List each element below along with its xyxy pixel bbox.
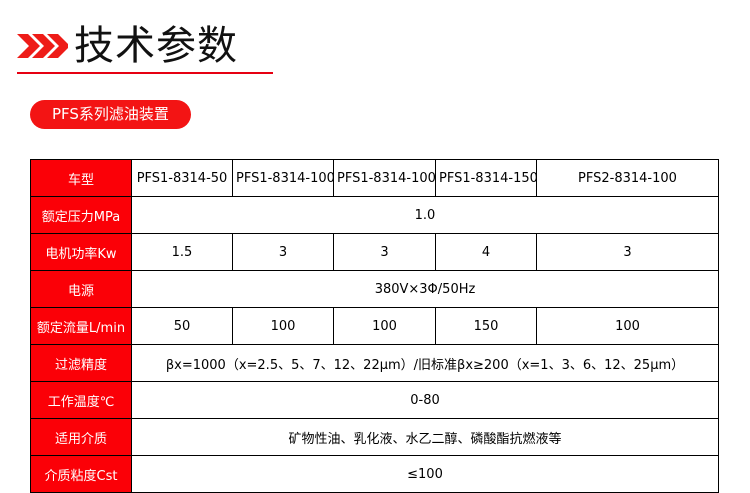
row-label-power-supply: 电源 [30,270,132,308]
cell-motor-power-5: 3 [536,233,719,271]
table-row: 额定流量L/min 50 100 100 150 100 [30,307,719,345]
cell-power-supply: 380V×3Φ/50Hz [131,270,719,308]
row-label-rated-pressure: 额定压力MPa [30,196,132,234]
cell-motor-power-2: 3 [232,233,334,271]
row-label-medium-viscosity: 介质粘度Cst [30,455,132,493]
section-heading: 技术参数 [16,22,416,82]
table-row: 适用介质 矿物性油、乳化液、水乙二醇、磷酸酯抗燃液等 [30,418,719,456]
cell-applicable-medium: 矿物性油、乳化液、水乙二醇、磷酸酯抗燃液等 [131,418,719,456]
series-badge: PFS系列滤油装置 [30,100,191,129]
cell-rated-flow-3: 100 [333,307,436,345]
cell-filtration-accuracy: βx=1000（x=2.5、5、7、12、22μm）/旧标准βx≥200（x=1… [131,344,719,382]
triple-chevron-right-icon [17,34,68,58]
cell-motor-power-3: 3 [333,233,436,271]
cell-rated-flow-1: 50 [131,307,233,345]
cell-rated-flow-4: 150 [435,307,537,345]
cell-model-4: PFS1-8314-150 [435,159,537,197]
cell-medium-viscosity: ≤100 [131,455,719,493]
cell-motor-power-1: 1.5 [131,233,233,271]
cell-model-1: PFS1-8314-50 [131,159,233,197]
table-row: 过滤精度 βx=1000（x=2.5、5、7、12、22μm）/旧标准βx≥20… [30,344,719,382]
row-label-motor-power: 电机功率Kw [30,233,132,271]
cell-rated-flow-2: 100 [232,307,334,345]
cell-model-5: PFS2-8314-100 [536,159,719,197]
page-root: 技术参数 PFS系列滤油装置 车型 PFS1-8314-50 PFS1-8314… [16,22,719,493]
cell-motor-power-4: 4 [435,233,537,271]
row-label-working-temperature: 工作温度℃ [30,381,132,419]
row-label-rated-flow: 额定流量L/min [30,307,132,345]
cell-model-2: PFS1-8314-100 [232,159,334,197]
cell-working-temperature: 0-80 [131,381,719,419]
cell-rated-pressure: 1.0 [131,196,719,234]
table-row: 额定压力MPa 1.0 [30,196,719,234]
spec-table: 车型 PFS1-8314-50 PFS1-8314-100 PFS1-8314-… [30,159,719,493]
row-label-model: 车型 [30,159,132,197]
table-row: 电源 380V×3Φ/50Hz [30,270,719,308]
row-label-filtration-accuracy: 过滤精度 [30,344,132,382]
cell-rated-flow-5: 100 [536,307,719,345]
page-title: 技术参数 [74,23,238,69]
table-row: 车型 PFS1-8314-50 PFS1-8314-100 PFS1-8314-… [30,159,719,197]
cell-model-3: PFS1-8314-100U [333,159,436,197]
table-row: 工作温度℃ 0-80 [30,381,719,419]
row-label-applicable-medium: 适用介质 [30,418,132,456]
table-row: 电机功率Kw 1.5 3 3 4 3 [30,233,719,271]
table-row: 介质粘度Cst ≤100 [30,455,719,493]
heading-underline [17,72,273,74]
